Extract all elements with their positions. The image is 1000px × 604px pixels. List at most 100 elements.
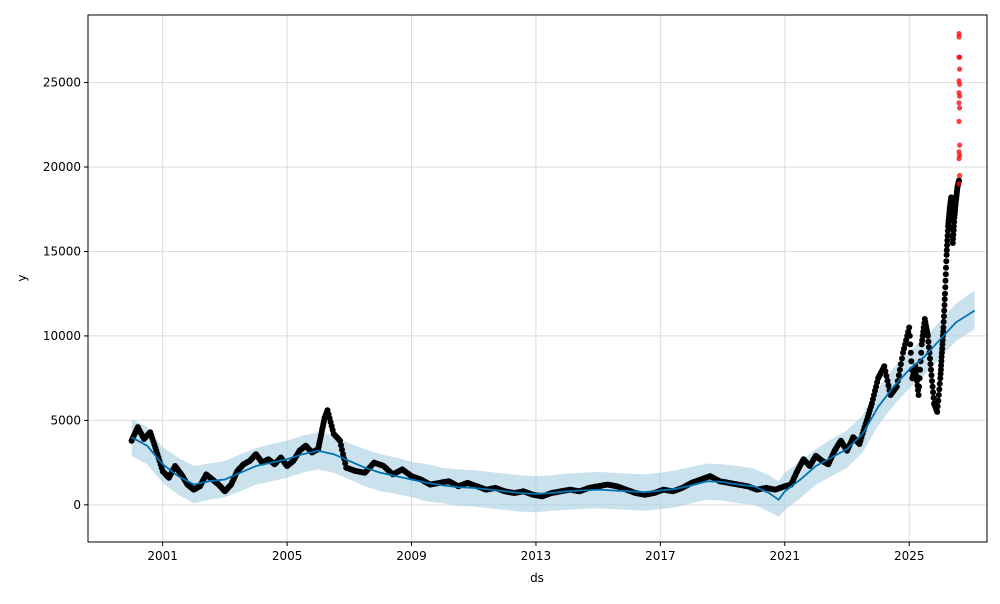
outlier-point [957, 105, 963, 111]
observed-point [941, 296, 948, 303]
plot-frame [87, 14, 988, 543]
outlier-point [956, 181, 962, 187]
observed-point [907, 349, 914, 356]
observed-point [916, 375, 923, 382]
observed-point [944, 227, 951, 234]
observed-point [935, 397, 942, 404]
observed-point [935, 392, 942, 398]
observed-point [908, 358, 915, 365]
observed-point [924, 332, 931, 339]
outlier-point [956, 54, 962, 60]
observed-point [942, 277, 949, 284]
observed-point [897, 361, 904, 368]
observed-point [927, 355, 933, 362]
y-tick-label: 5000 [50, 413, 81, 427]
x-tick-label: 2025 [894, 549, 925, 563]
outlier-point [957, 172, 963, 179]
outlier-point [956, 100, 962, 106]
x-axis-ticks: 2001 2005 2009 2013 2017 2021 2025 [147, 542, 925, 563]
observed-point [943, 264, 949, 271]
observed-point [907, 341, 914, 348]
observed-point [944, 237, 951, 244]
uncertainty-interval [131, 290, 975, 517]
observed-point [942, 284, 949, 291]
interval-band [131, 290, 975, 517]
x-axis-label: ds [530, 571, 544, 585]
observed-point [906, 324, 913, 331]
observed-point [929, 383, 936, 390]
observed-point [337, 437, 343, 444]
observed-point [943, 258, 950, 265]
forecast-path [131, 309, 976, 502]
observed-point [881, 363, 888, 370]
observed-point [915, 392, 922, 398]
x-tick-label: 2009 [396, 549, 427, 563]
outlier-point [956, 34, 962, 40]
observed-point [896, 366, 903, 373]
y-tick-label: 10000 [43, 329, 81, 343]
observed-points [128, 177, 962, 500]
y-tick-label: 20000 [43, 160, 81, 174]
grid-lines [88, 15, 987, 542]
observed-point [917, 358, 924, 365]
y-axis-label: y [15, 274, 29, 281]
observed-point [342, 460, 349, 467]
observed-point [930, 389, 937, 396]
observed-point [941, 307, 948, 314]
observed-point [940, 324, 947, 331]
observed-point [895, 372, 902, 379]
observed-point [936, 386, 943, 393]
outlier-points [956, 30, 963, 187]
observed-point [928, 372, 935, 379]
outlier-point [956, 156, 962, 162]
x-tick-label: 2001 [147, 549, 178, 563]
observed-point [883, 372, 890, 379]
observed-point [940, 318, 947, 325]
x-tick-label: 2021 [770, 549, 801, 563]
y-axis-ticks: 0 5000 10000 15000 20000 25000 [43, 76, 88, 512]
observed-point [882, 368, 889, 375]
observed-point [340, 451, 347, 458]
observed-point [916, 383, 923, 390]
observed-point [338, 442, 344, 449]
observed-point [918, 349, 925, 356]
observed-point [928, 366, 934, 373]
y-tick-label: 0 [73, 498, 81, 512]
observed-point [948, 194, 955, 201]
observed-point [917, 366, 924, 373]
observed-point [925, 344, 932, 351]
y-tick-label: 25000 [43, 76, 81, 90]
y-tick-label: 15000 [43, 244, 81, 258]
observed-point [926, 349, 933, 356]
observed-point [941, 302, 948, 308]
observed-point [944, 232, 951, 239]
observed-point [339, 446, 345, 453]
observed-point [884, 377, 891, 384]
observed-point [929, 378, 935, 384]
observed-point [942, 271, 949, 278]
observed-point [942, 290, 948, 297]
observed-point [941, 313, 947, 320]
x-tick-label: 2005 [272, 549, 303, 563]
observed-point [943, 247, 950, 254]
outlier-point [957, 66, 963, 72]
observed-point [937, 375, 944, 382]
observed-point [927, 361, 934, 368]
observed-point [906, 332, 913, 339]
observed-point [934, 408, 941, 415]
x-tick-label: 2013 [521, 549, 552, 563]
observed-point [934, 403, 941, 410]
observed-point [930, 394, 937, 401]
x-tick-label: 2017 [645, 549, 676, 563]
observed-point [899, 355, 905, 362]
outlier-point [957, 142, 963, 148]
forecast-line [131, 309, 976, 502]
observed-point [950, 227, 957, 234]
outlier-point [957, 93, 963, 99]
outlier-point [956, 118, 962, 124]
observed-point [936, 380, 943, 387]
observed-point [938, 358, 945, 365]
observed-point [944, 242, 951, 249]
